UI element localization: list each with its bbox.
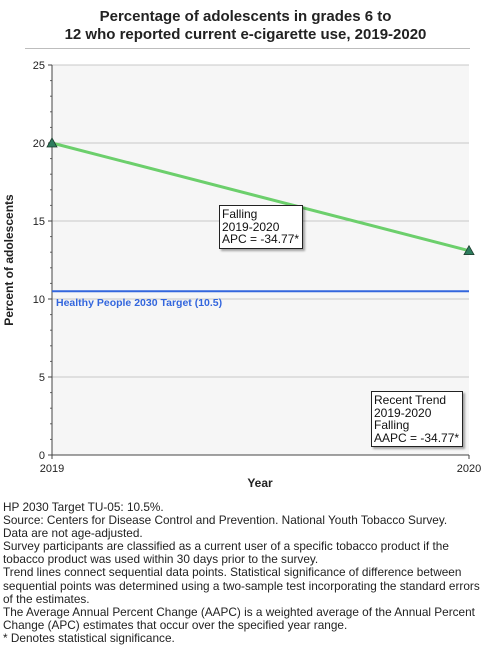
data-point-marker — [46, 137, 58, 148]
x-tick-label: 2019 — [40, 463, 64, 475]
y-axis-ticks: 0 5 10 15 20 25 — [33, 60, 52, 462]
note-significance: * Denotes statistical significance. — [3, 630, 175, 645]
note-aapc: The Average Annual Percent Change (AAPC)… — [3, 604, 475, 632]
chart-title-line-1: Percentage of adolescents in grades 6 to — [99, 8, 392, 25]
x-axis-ticks: 2019 2020 — [40, 455, 481, 475]
note-trend-lines: Trend lines connect sequential data poin… — [3, 565, 480, 606]
y-axis-title: Percent of adolescents — [2, 194, 16, 326]
recent-trend-line-4: AAPC = -34.77* — [374, 430, 460, 445]
series-line — [51, 141, 470, 253]
x-tick-label: 2020 — [457, 463, 481, 475]
note-target: HP 2030 Target TU-05: 10.5%. — [3, 500, 164, 514]
footnotes: HP 2030 Target TU-05: 10.5%. Source: Cen… — [3, 500, 489, 645]
note-age-adjusted: Data are not age-adjusted. — [3, 526, 143, 541]
title-divider — [25, 48, 470, 49]
x-axis-title: Year — [247, 476, 273, 490]
note-source: Source: Centers for Disease Control and … — [3, 513, 448, 528]
recent-trend-line-2: 2019-2020 — [374, 405, 432, 420]
y-tick-label: 15 — [33, 216, 45, 228]
recent-trend-annotation: Recent Trend 2019-2020 Falling AAPC = -3… — [371, 391, 464, 447]
y-tick-label: 20 — [33, 138, 45, 150]
y-tick-label: 5 — [39, 372, 45, 384]
segment-trend-annotation: Falling 2019-2020 APC = -34.77* — [219, 205, 304, 249]
note-definition: Survey participants are classified as a … — [3, 539, 449, 567]
data-point-marker — [463, 244, 475, 256]
segment-trend-line-3: APC = -34.77* — [222, 232, 300, 246]
y-tick-label: 25 — [33, 60, 45, 72]
plot-area — [52, 65, 469, 455]
y-tick-label: 0 — [39, 450, 45, 462]
series-group — [46, 137, 475, 256]
segment-trend-line-1: Falling — [222, 207, 258, 221]
chart-title: Percentage of adolescents in grades 6 to… — [20, 8, 471, 44]
chart-title-line-2: 12 who reported current e-cigarette use,… — [64, 26, 427, 43]
recent-trend-line-1: Recent Trend — [374, 393, 447, 407]
segment-trend-line-2: 2019-2020 — [222, 219, 280, 234]
line-chart: 0 5 10 15 20 25 2019 2020 Healthy People 2030 … — [2, 60, 481, 490]
y-tick-label: 10 — [33, 294, 45, 306]
recent-trend-line-3: Falling — [374, 418, 410, 432]
target-label: Healthy People 2030 Target (10.5) — [56, 297, 222, 309]
